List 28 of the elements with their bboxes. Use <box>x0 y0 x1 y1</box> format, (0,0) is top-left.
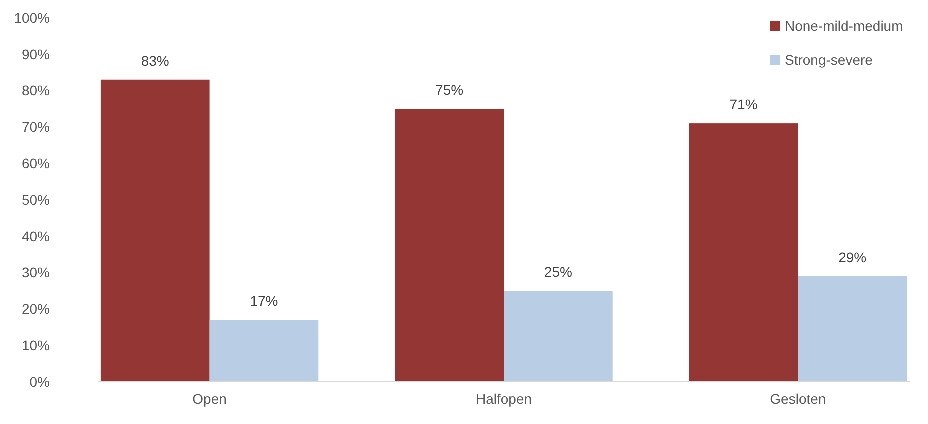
x-tick-label: Halfopen <box>476 391 532 407</box>
data-label: 25% <box>544 264 572 280</box>
y-tick-label: 20% <box>22 301 50 318</box>
data-label: 83% <box>141 52 170 69</box>
y-tick-label: 30% <box>22 264 50 281</box>
x-tick-label: Open <box>192 391 227 407</box>
bar <box>100 80 210 382</box>
y-tick-label: 70% <box>22 119 50 136</box>
y-tick-label: 90% <box>22 46 50 62</box>
y-tick-label: 0% <box>30 374 50 390</box>
bar <box>504 291 613 382</box>
y-tick-label: 50% <box>22 192 50 208</box>
data-label: 17% <box>250 293 278 310</box>
legend-label: Strong-severe <box>785 52 874 68</box>
bar <box>210 320 319 382</box>
y-tick-label: 10% <box>22 338 50 354</box>
bar <box>395 109 504 382</box>
y-tick-label: 100% <box>14 10 50 26</box>
bar <box>689 124 798 382</box>
data-label: 71% <box>730 96 758 113</box>
x-tick-label: Gesloten <box>770 391 826 407</box>
bar <box>798 276 908 382</box>
data-label: 29% <box>838 249 867 266</box>
legend-label: None-mild-medium <box>785 18 904 34</box>
y-tick-label: 80% <box>22 82 50 99</box>
data-label: 75% <box>436 82 464 98</box>
y-tick-label: 40% <box>22 228 50 244</box>
y-tick-label: 60% <box>22 156 50 172</box>
